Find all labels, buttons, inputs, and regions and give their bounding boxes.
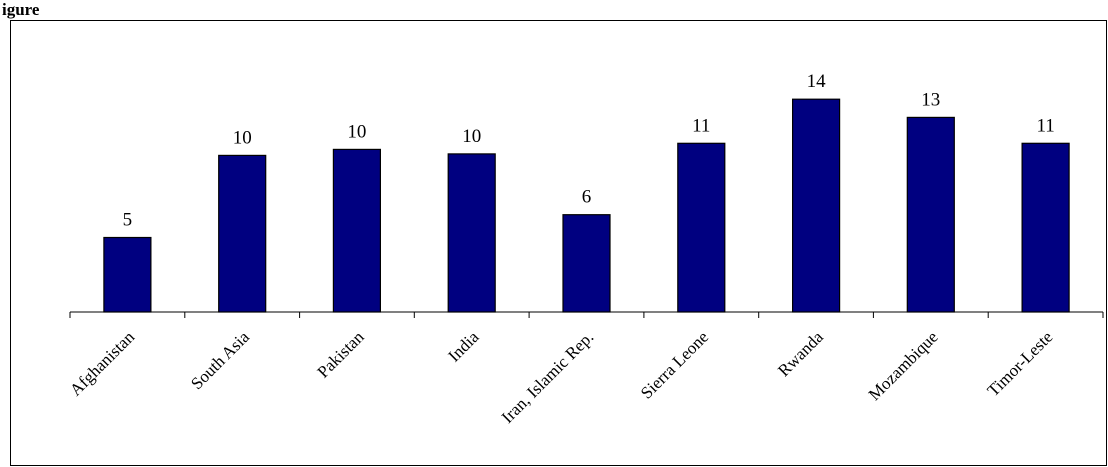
x-tick-label: Iran, Islamic Rep. bbox=[498, 327, 598, 427]
tick-labels-layer: Afghanistan South Asia Pakistan India Iran, … bbox=[66, 327, 1056, 427]
x-tick-label: Mozambique bbox=[865, 327, 942, 404]
bar-iran-islamic-rep bbox=[562, 214, 611, 313]
bar-chart: 5 10 10 10 6 11 14 13 11 Afghanistan South Asia Pa… bbox=[66, 71, 1104, 427]
chart-frame: 5 10 10 10 6 11 14 13 11 Afghanistan South Asia Pa… bbox=[10, 20, 1107, 466]
bar-value-label: 14 bbox=[807, 71, 827, 92]
figure-title: igure bbox=[2, 0, 40, 19]
x-tick-label: Sierra Leone bbox=[637, 327, 712, 402]
x-tick-label: India bbox=[444, 327, 482, 365]
bar-south-asia bbox=[218, 154, 267, 313]
bar-value-label: 5 bbox=[123, 210, 132, 231]
bar-value-label: 11 bbox=[1036, 115, 1054, 136]
bar-value-label: 6 bbox=[582, 187, 592, 208]
x-axis bbox=[69, 311, 1104, 318]
bar-sierra-leone bbox=[677, 142, 726, 313]
bar-value-label: 11 bbox=[692, 115, 710, 136]
bars-layer bbox=[103, 98, 1070, 313]
bar-rwanda bbox=[791, 98, 841, 313]
bar-afghanistan bbox=[103, 236, 152, 313]
x-tick-label: Afghanistan bbox=[66, 327, 139, 400]
bar-value-label: 10 bbox=[233, 127, 252, 148]
x-tick-label: Timor-Leste bbox=[984, 327, 1057, 400]
bar-india bbox=[447, 153, 496, 313]
bar-value-label: 13 bbox=[921, 89, 940, 110]
bar-timor-leste bbox=[1021, 142, 1070, 313]
x-tick-label: Rwanda bbox=[774, 327, 827, 380]
bar-pakistan bbox=[332, 148, 381, 313]
bar-value-label: 10 bbox=[462, 126, 481, 147]
bar-mozambique bbox=[906, 116, 955, 313]
x-tick-label: Pakistan bbox=[314, 327, 369, 382]
x-tick-label: South Asia bbox=[187, 327, 253, 393]
value-labels-layer: 5 10 10 10 6 11 14 13 11 bbox=[123, 71, 1055, 230]
bar-value-label: 10 bbox=[347, 121, 366, 142]
